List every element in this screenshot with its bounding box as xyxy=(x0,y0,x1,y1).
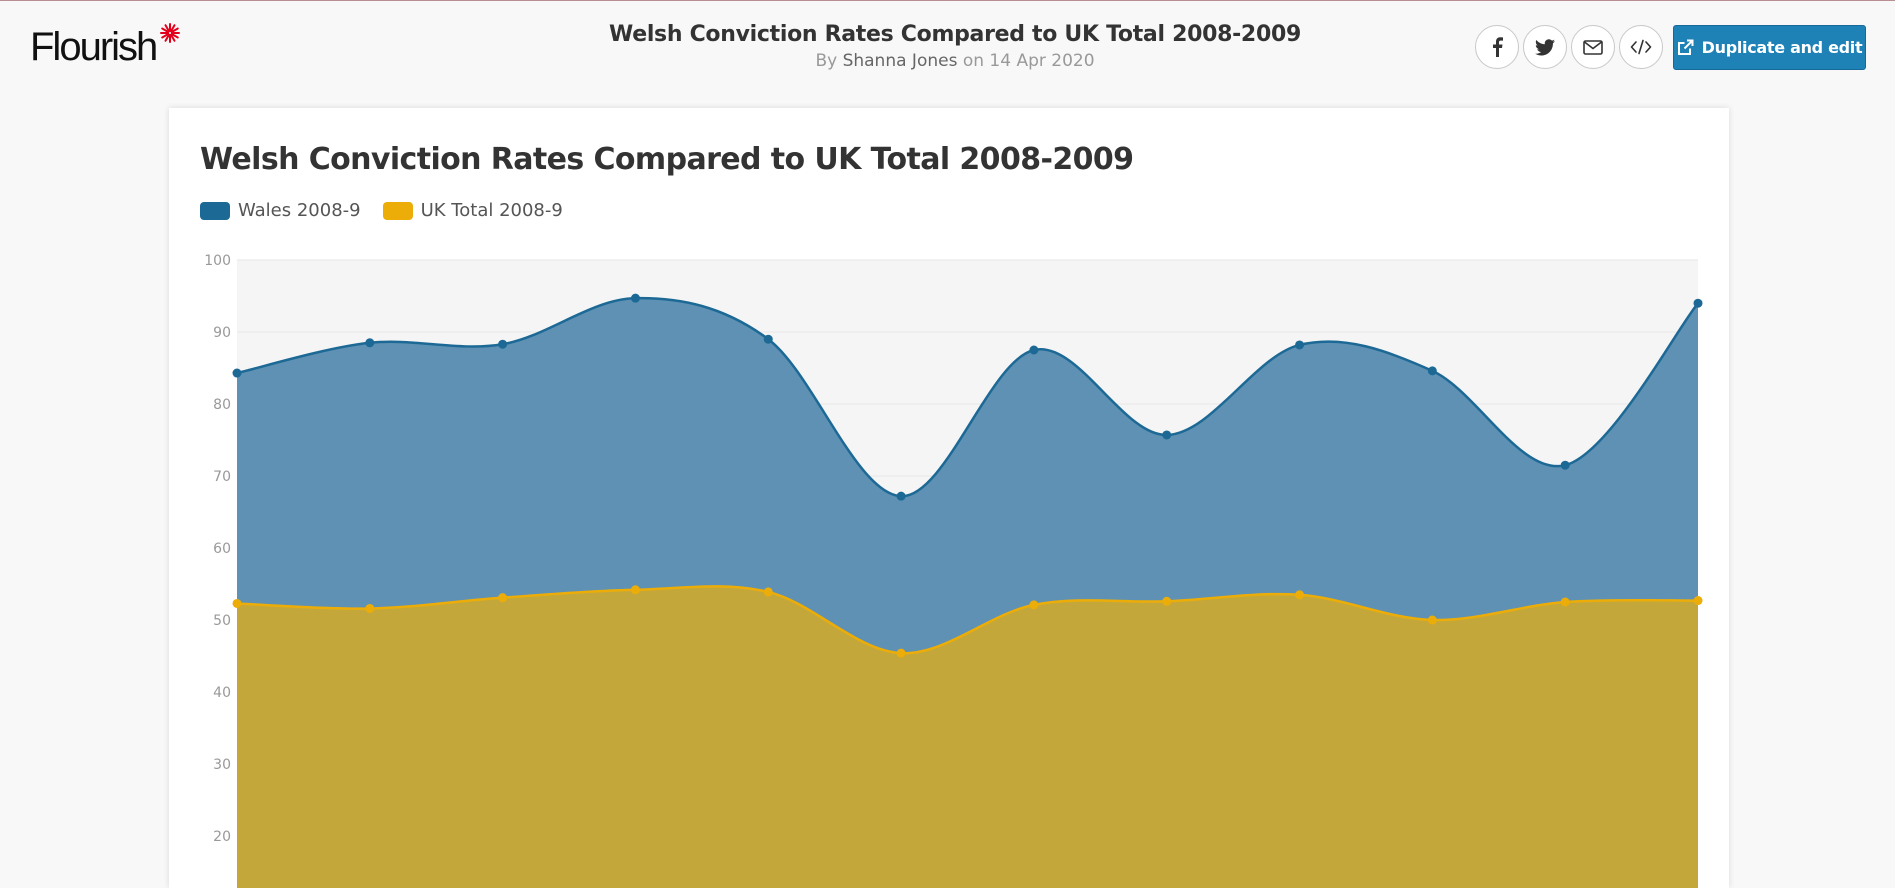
external-link-icon xyxy=(1677,39,1694,55)
page-title: Welsh Conviction Rates Compared to UK To… xyxy=(609,22,1301,47)
chart-card: Welsh Conviction Rates Compared to UK To… xyxy=(169,108,1729,888)
legend-label-wales: Wales 2008-9 xyxy=(238,200,361,221)
email-icon xyxy=(1583,39,1603,55)
point-wales-2008-9 xyxy=(1427,366,1437,376)
twitter-icon xyxy=(1535,38,1555,55)
chart-legend: Wales 2008-9 UK Total 2008-9 xyxy=(200,200,585,221)
legend-item-wales[interactable]: Wales 2008-9 xyxy=(200,200,361,221)
chart-title: Welsh Conviction Rates Compared to UK To… xyxy=(200,142,1134,177)
point-uk-total-2008-9 xyxy=(1693,596,1703,606)
author-link[interactable]: Shanna Jones xyxy=(842,51,958,71)
y-tick-label: 70 xyxy=(213,469,231,485)
byline-prefix: By xyxy=(815,51,838,71)
flourish-logo[interactable]: Flourish xyxy=(30,25,158,69)
point-uk-total-2008-9 xyxy=(365,603,375,613)
point-wales-2008-9 xyxy=(896,491,906,501)
point-wales-2008-9 xyxy=(498,339,508,349)
point-uk-total-2008-9 xyxy=(1295,590,1305,600)
point-uk-total-2008-9 xyxy=(630,585,640,595)
point-uk-total-2008-9 xyxy=(498,593,508,603)
point-uk-total-2008-9 xyxy=(763,587,773,597)
point-wales-2008-9 xyxy=(1162,430,1172,440)
legend-swatch-wales xyxy=(200,201,230,220)
y-tick-label: 30 xyxy=(213,757,231,773)
logo-star-icon xyxy=(160,23,180,43)
publish-date: on 14 Apr 2020 xyxy=(962,51,1095,71)
duplicate-and-edit-button[interactable]: Duplicate and edit xyxy=(1673,25,1866,70)
facebook-share-button[interactable] xyxy=(1475,25,1519,69)
byline: By Shanna Jones on 14 Apr 2020 xyxy=(560,51,1350,71)
header-info: Welsh Conviction Rates Compared to UK To… xyxy=(560,21,1350,71)
y-tick-label: 20 xyxy=(213,829,231,845)
embed-code-icon xyxy=(1630,39,1652,55)
point-uk-total-2008-9 xyxy=(1029,600,1039,610)
email-share-button[interactable] xyxy=(1571,25,1615,69)
point-uk-total-2008-9 xyxy=(896,648,906,658)
area-uk-total-2008-9 xyxy=(237,586,1698,888)
y-tick-label: 100 xyxy=(204,253,231,269)
point-wales-2008-9 xyxy=(1029,345,1039,355)
point-wales-2008-9 xyxy=(1560,460,1570,470)
point-wales-2008-9 xyxy=(1295,340,1305,350)
y-tick-label: 90 xyxy=(213,325,231,341)
point-uk-total-2008-9 xyxy=(1427,615,1437,625)
point-uk-total-2008-9 xyxy=(232,598,242,608)
point-wales-2008-9 xyxy=(365,338,375,348)
y-tick-label: 40 xyxy=(213,685,231,701)
area-chart: 20 30 40 50 60 70 80 90 100 xyxy=(204,253,1703,888)
point-wales-2008-9 xyxy=(1693,298,1703,308)
facebook-icon xyxy=(1493,37,1503,57)
y-tick-label: 50 xyxy=(213,613,231,629)
duplicate-label: Duplicate and edit xyxy=(1701,38,1863,57)
y-tick-label: 80 xyxy=(213,397,231,413)
point-wales-2008-9 xyxy=(232,368,242,378)
point-uk-total-2008-9 xyxy=(1560,597,1570,607)
top-bar: Flourish Welsh Conviction Rates Compared… xyxy=(0,1,1895,101)
legend-item-uk-total[interactable]: UK Total 2008-9 xyxy=(382,200,563,221)
legend-swatch-uk-total xyxy=(382,201,413,220)
point-wales-2008-9 xyxy=(763,334,773,344)
legend-label-uk-total: UK Total 2008-9 xyxy=(420,200,563,221)
line-uk-total-2008-9 xyxy=(236,585,1699,655)
y-tick-label: 60 xyxy=(213,541,231,557)
twitter-share-button[interactable] xyxy=(1523,25,1567,69)
point-uk-total-2008-9 xyxy=(1162,596,1172,606)
embed-code-button[interactable] xyxy=(1619,25,1663,69)
point-wales-2008-9 xyxy=(630,293,640,303)
